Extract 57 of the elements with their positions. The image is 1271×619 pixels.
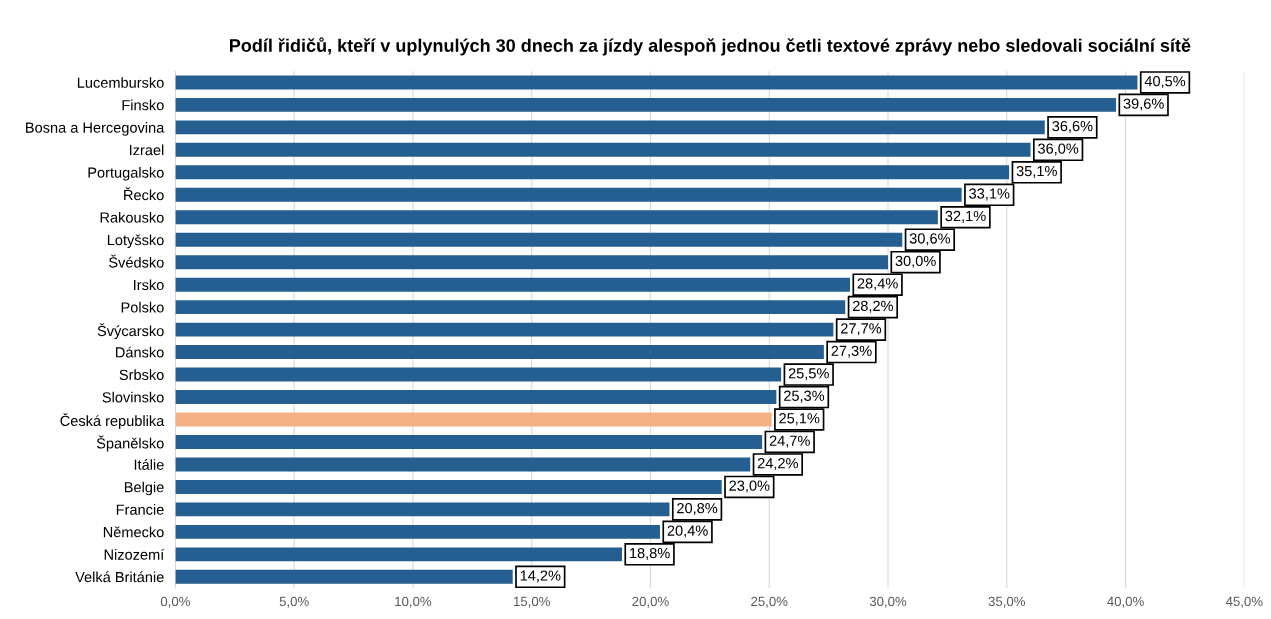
data-label: 36,0% <box>1038 143 1079 156</box>
x-tick-label: 0,0% <box>160 596 190 608</box>
y-tick-label: Německo <box>103 526 164 538</box>
x-tick-label: 20,0% <box>632 596 669 608</box>
x-tick-label: 35,0% <box>988 596 1026 608</box>
x-tick-label: 10,0% <box>395 596 432 608</box>
data-label: 25,3% <box>784 390 825 403</box>
chart-title: Podíl řidičů, kteří v uplynulých 30 dnech za jízdy alespoň jednou četli textové zprávy nebo sledovali sociální sítě <box>229 37 1191 56</box>
y-tick-label: Švýcarsko <box>97 323 164 340</box>
y-tick-label: Bosna a Hercegovina <box>26 122 165 136</box>
y-tick-label: Portugalsko <box>88 167 164 181</box>
y-tick-label: Česká republika <box>60 413 165 429</box>
x-tick-label: 15,0% <box>514 596 550 608</box>
y-tick-label: Izrael <box>129 144 164 156</box>
data-label: 23,0% <box>729 480 770 493</box>
data-label: 24,7% <box>769 435 810 448</box>
data-label: 32,1% <box>945 210 986 223</box>
data-label: 20,8% <box>677 502 718 516</box>
y-tick-label: Itálie <box>134 459 164 470</box>
data-label: 28,2% <box>852 300 894 313</box>
y-tick-label: Polsko <box>121 301 164 313</box>
data-label: 33,1% <box>969 188 1010 201</box>
y-tick-label: Dánsko <box>116 346 164 358</box>
data-label: 25,1% <box>779 413 820 426</box>
x-tick-label: 40,0% <box>1107 596 1144 608</box>
x-tick-label: 30,0% <box>869 596 907 608</box>
data-label: 24,2% <box>757 458 799 471</box>
data-label: 30,0% <box>895 255 936 268</box>
y-tick-label: Lotyšsko <box>107 234 164 249</box>
y-tick-label: Nizozemí <box>104 548 165 560</box>
y-tick-label: Slovinsko <box>102 391 164 403</box>
data-label: 39,6% <box>1123 98 1164 111</box>
data-label: 27,3% <box>831 345 872 358</box>
data-label: 18,8% <box>630 547 670 560</box>
data-label: 40,5% <box>1144 76 1186 89</box>
data-label: 36,6% <box>1052 120 1093 133</box>
x-tick-label: 45,0% <box>1225 596 1263 608</box>
x-tick-label: 5,0% <box>279 596 309 608</box>
data-label: 14,2% <box>520 570 561 583</box>
y-tick-label: Belgie <box>124 481 164 496</box>
y-tick-label: Francie <box>116 504 164 515</box>
y-tick-label: Rakousko <box>100 211 164 223</box>
y-tick-label: Irsko <box>134 279 164 291</box>
y-tick-label: Lucembursko <box>77 77 164 88</box>
x-tick-label: 25,0% <box>751 596 788 608</box>
data-label: 28,4% <box>857 278 898 291</box>
y-tick-label: Španělsko <box>96 435 164 452</box>
data-label: 30,6% <box>909 233 951 246</box>
y-tick-label: Řecko <box>124 187 164 201</box>
data-label: 35,1% <box>1016 165 1057 178</box>
data-label: 20,4% <box>667 525 708 538</box>
y-tick-label: Švédsko <box>109 254 164 268</box>
y-tick-label: Srbsko <box>119 369 164 380</box>
data-label: 27,7% <box>841 323 882 336</box>
y-tick-label: Velká Británie <box>75 571 164 583</box>
y-tick-label: Finsko <box>122 99 164 111</box>
data-label: 25,5% <box>788 368 829 381</box>
